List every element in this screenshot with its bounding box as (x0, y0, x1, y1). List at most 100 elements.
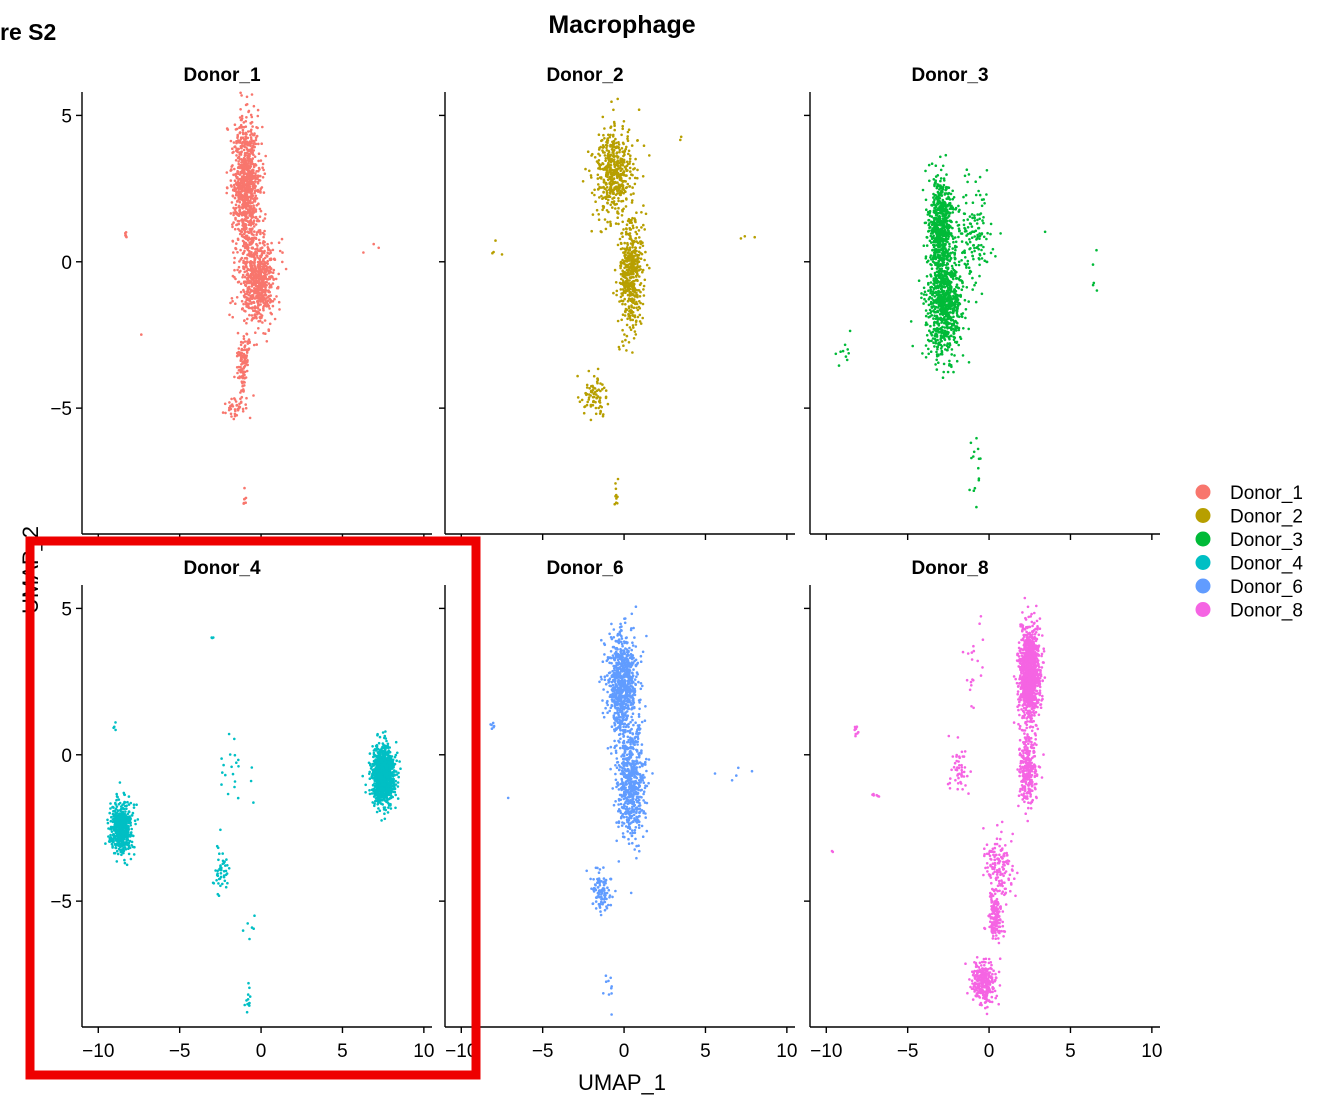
data-point (238, 402, 241, 406)
data-point (106, 821, 110, 825)
data-point (253, 180, 257, 183)
data-point (954, 248, 957, 252)
data-point (959, 293, 962, 297)
data-point (252, 343, 256, 347)
data-point (106, 818, 109, 822)
data-point (609, 203, 612, 207)
data-point (237, 214, 241, 217)
data-point (233, 196, 237, 200)
data-point (980, 292, 984, 296)
data-point (972, 257, 975, 261)
data-point (943, 301, 946, 305)
data-point (275, 295, 278, 298)
data-point (942, 362, 946, 366)
data-point (613, 122, 616, 125)
data-point (615, 289, 619, 293)
data-point (930, 223, 934, 226)
data-point (586, 150, 590, 153)
data-point (232, 173, 235, 177)
data-point (115, 849, 119, 853)
data-point (973, 249, 976, 253)
data-point (262, 168, 265, 172)
data-point (243, 486, 246, 490)
data-point (941, 164, 945, 168)
data-point (932, 321, 936, 325)
data-point (640, 211, 643, 214)
data-point (635, 302, 639, 306)
data-point (925, 260, 929, 264)
data-point (125, 807, 128, 810)
data-point (978, 193, 982, 197)
data-point (608, 195, 612, 199)
data-point (240, 126, 243, 129)
data-point (921, 352, 924, 355)
data-point (951, 267, 954, 270)
data-point (237, 160, 240, 163)
data-point (845, 358, 849, 362)
data-point (644, 250, 647, 254)
data-point (606, 402, 610, 406)
data-point (642, 288, 645, 291)
data-point (257, 291, 260, 294)
data-point (945, 348, 949, 352)
data-point (238, 208, 242, 211)
data-point (636, 241, 640, 245)
data-point (249, 272, 253, 276)
data-point (258, 283, 261, 287)
data-point (951, 189, 954, 193)
data-point (249, 240, 253, 244)
data-point (277, 241, 281, 244)
data-point (635, 232, 639, 236)
data-point (949, 307, 952, 311)
data-point (929, 225, 932, 229)
data-point (937, 317, 940, 321)
data-point (245, 261, 248, 265)
data-point (622, 344, 625, 348)
data-point (591, 152, 594, 156)
data-point (253, 291, 256, 295)
data-point (249, 289, 253, 293)
data-point (612, 196, 616, 199)
data-point (628, 294, 632, 297)
data-point (251, 283, 254, 286)
data-point (924, 323, 928, 327)
data-point (946, 297, 949, 301)
data-point (839, 350, 842, 354)
data-point (933, 181, 937, 185)
data-point (235, 296, 239, 299)
data-point (978, 274, 981, 278)
data-point (934, 250, 937, 254)
data-point (252, 142, 255, 146)
data-point (127, 847, 130, 850)
panel-donor-3: Donor_3 (804, 65, 1160, 540)
data-point (233, 268, 236, 272)
data-point (265, 280, 269, 284)
data-point (974, 300, 978, 304)
data-point (255, 287, 258, 290)
data-point (639, 242, 643, 246)
data-point (263, 319, 267, 322)
data-point (614, 222, 618, 225)
data-point (615, 154, 619, 158)
data-point (909, 320, 913, 323)
data-point (953, 304, 956, 308)
data-point (635, 249, 638, 253)
data-point (976, 447, 980, 451)
data-point (232, 213, 235, 217)
data-point (242, 199, 245, 202)
data-point (599, 145, 602, 149)
data-point (968, 215, 972, 218)
data-point (596, 161, 600, 165)
data-point (612, 108, 615, 112)
data-point (625, 164, 629, 168)
data-point (240, 114, 244, 118)
data-point (951, 298, 954, 301)
data-point (266, 259, 270, 263)
data-point (940, 267, 943, 271)
data-point (943, 200, 946, 204)
data-point (945, 233, 948, 236)
data-point (134, 822, 137, 826)
data-point (248, 199, 251, 203)
data-point (597, 148, 601, 151)
data-point (639, 240, 643, 243)
